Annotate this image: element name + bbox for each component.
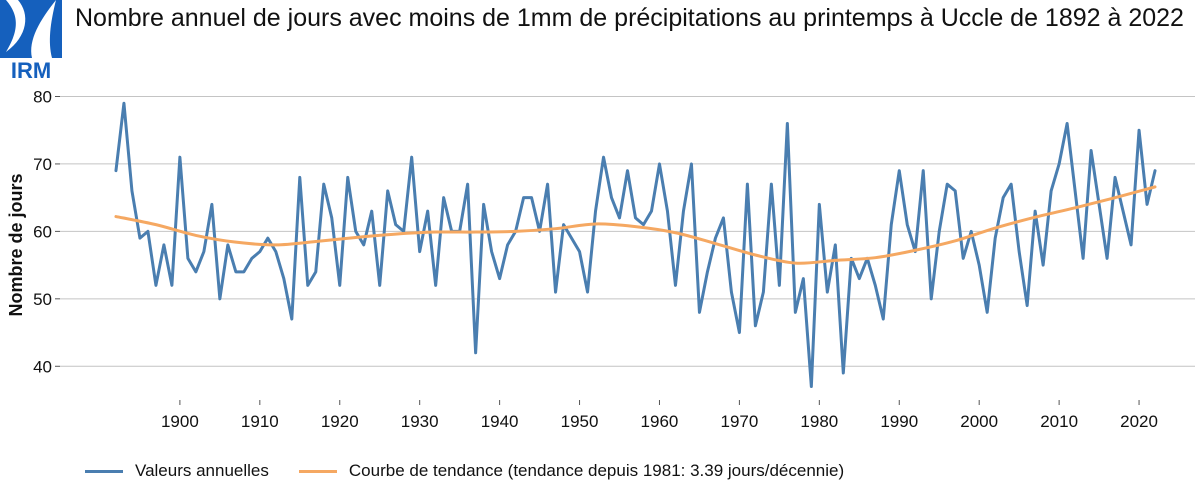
x-axis: 1900 1910 1920 1930 1940 1950 1960 1970 1980 1990… [161,400,1158,431]
tick-label-x-1900: 1900 [161,412,199,431]
tick-label-y-80: 80 [33,87,52,106]
tick-label-x-1970: 1970 [720,412,758,431]
legend-label-annual: Valeurs annuelles [135,461,269,480]
tick-label-x-1940: 1940 [481,412,519,431]
series-line-trend [114,185,1157,265]
logo-text: IRM [11,58,51,80]
legend-swatch-annual [85,469,123,473]
tick-label-x-1910: 1910 [241,412,279,431]
legend-item-trend: Courbe de tendance (tendance depuis 1981… [298,461,845,481]
y-axis: 40 50 60 70 80 [33,87,60,376]
series-line-annual [114,101,1157,389]
logo-wave-right [31,0,56,58]
legend-label-trend: Courbe de tendance (tendance depuis 1981… [348,461,845,480]
logo-wave-left [6,0,26,52]
legend-swatch-trend [298,469,337,473]
grid-lines [60,95,1195,367]
tick-label-y-70: 70 [33,155,52,174]
legend-item-annual: Valeurs annuelles [85,461,269,481]
irm-logo: IRM [0,0,62,80]
tick-label-x-1950: 1950 [561,412,599,431]
tick-label-x-1960: 1960 [641,412,679,431]
tick-label-x-2000: 2000 [960,412,998,431]
tick-label-x-1990: 1990 [880,412,918,431]
y-axis-label: Nombre de jours [6,173,26,316]
tick-label-x-1930: 1930 [401,412,439,431]
tick-label-x-1920: 1920 [321,412,359,431]
tick-label-y-60: 60 [33,222,52,241]
legend: Valeurs annuelles Courbe de tendance (te… [85,460,874,482]
tick-label-x-2020: 2020 [1120,412,1158,431]
chart-title: Nombre annuel de jours avec moins de 1mm… [75,4,1184,32]
series-lines [114,101,1157,389]
tick-label-y-50: 50 [33,290,52,309]
tick-label-x-1980: 1980 [800,412,838,431]
tick-label-y-40: 40 [33,357,52,376]
tick-label-x-2010: 2010 [1040,412,1078,431]
